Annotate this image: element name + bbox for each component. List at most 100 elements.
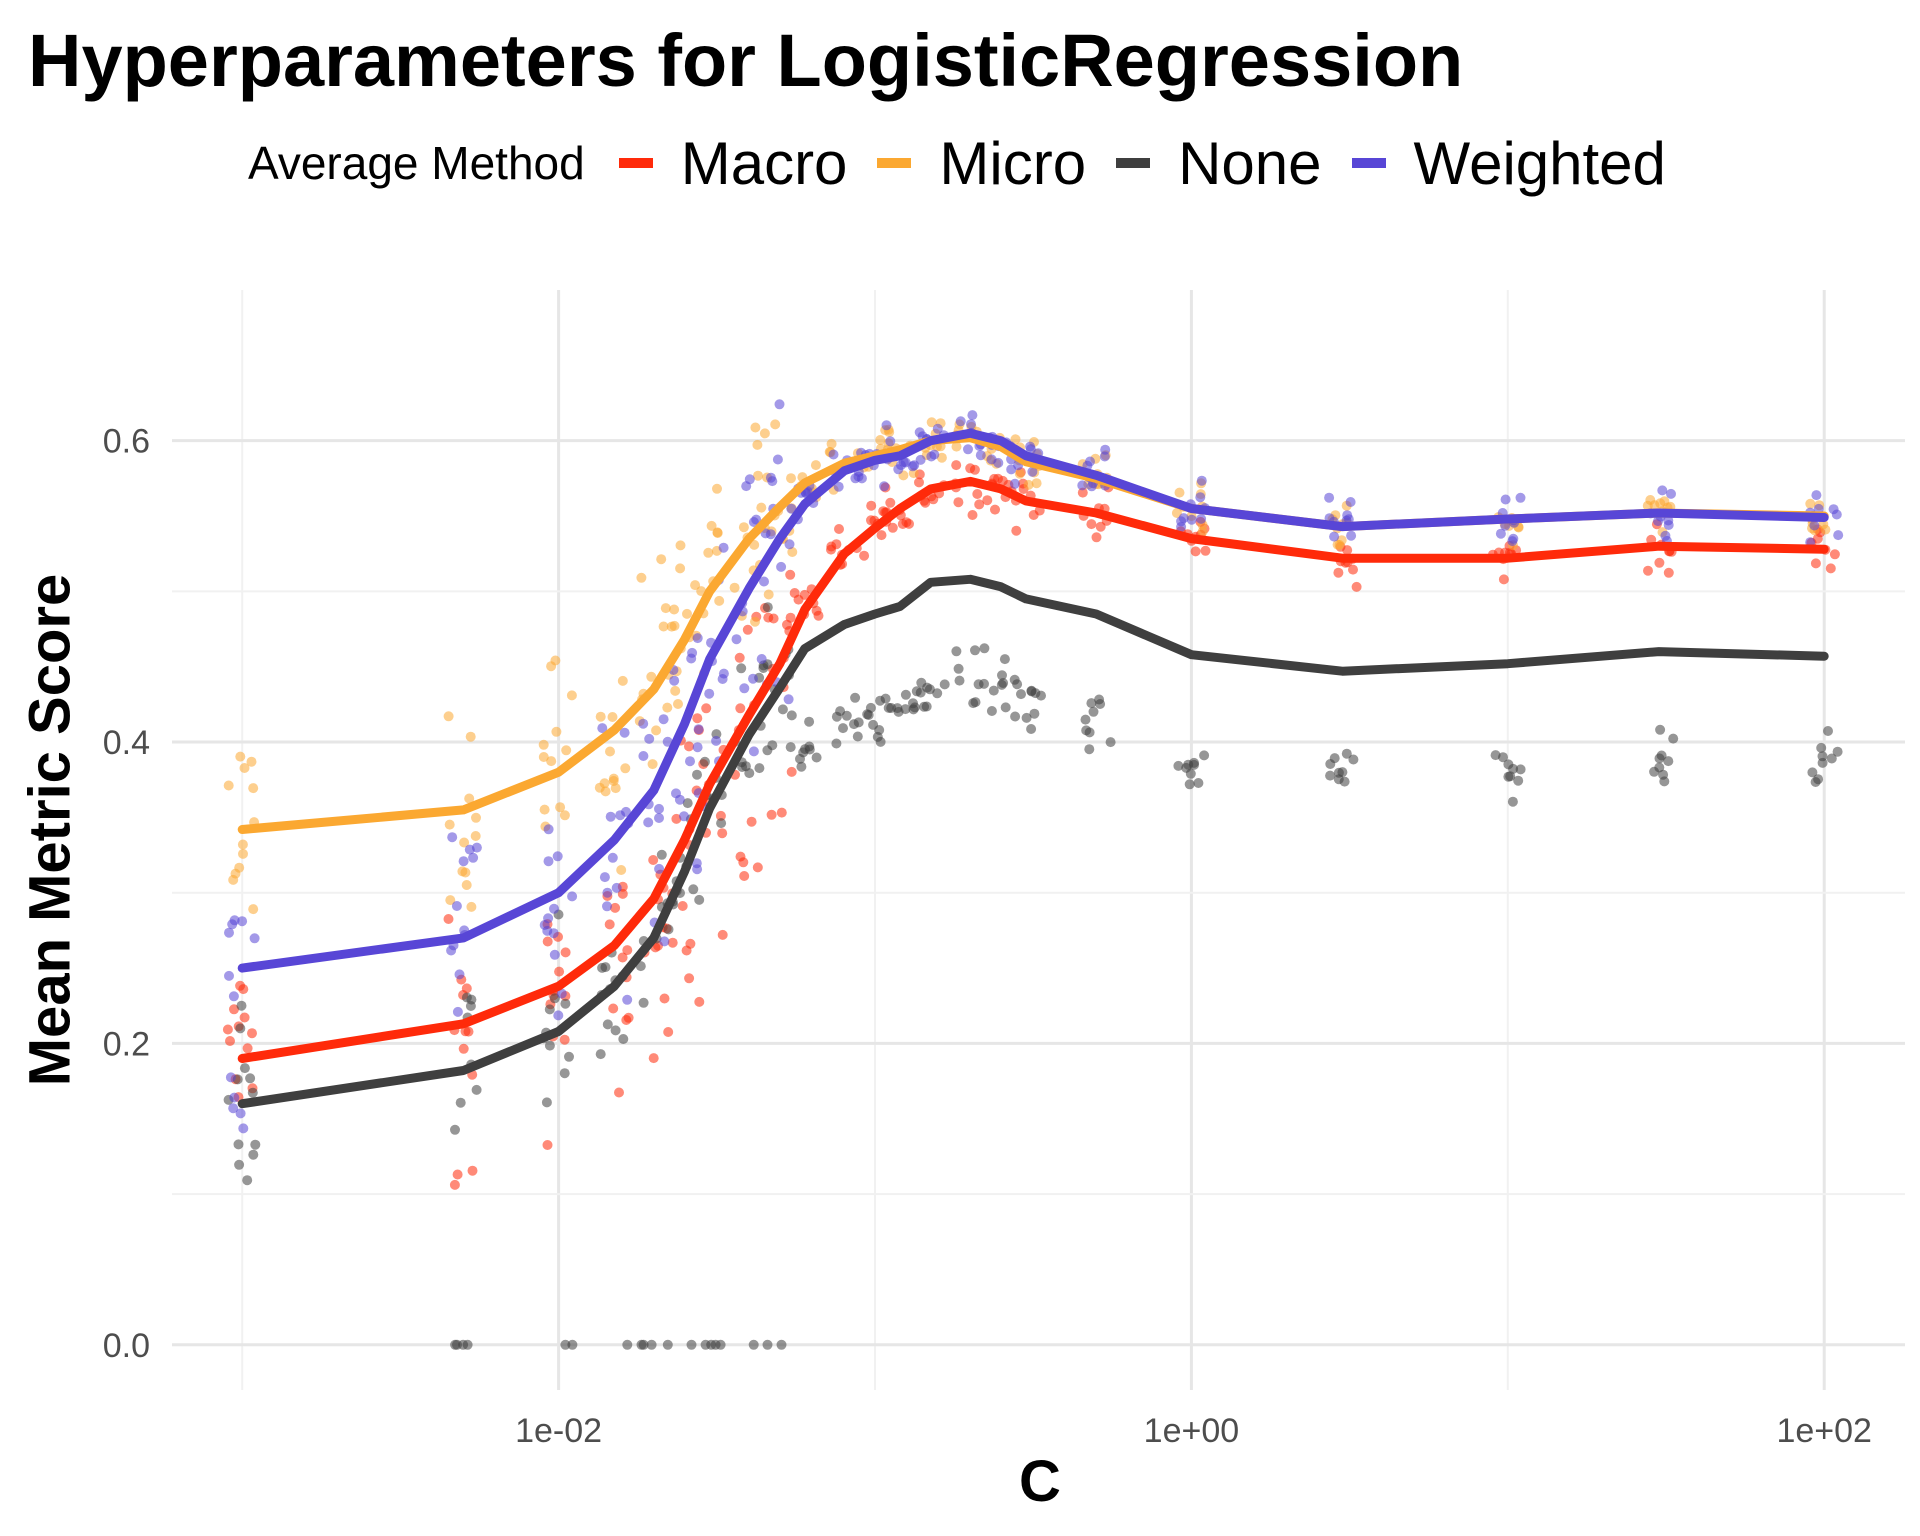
scatter-point-macro <box>1351 581 1362 592</box>
scatter-point-weighted <box>654 813 664 823</box>
scatter-point-micro <box>1805 498 1816 509</box>
scatter-point-micro <box>759 428 770 439</box>
scatter-point-macro <box>617 888 628 899</box>
scatter-point-none <box>1084 744 1095 755</box>
legend-key-macro <box>618 158 653 168</box>
scatter-point-none <box>1185 768 1196 779</box>
scatter-point-micro <box>712 483 722 494</box>
scatter-point-macro <box>887 522 898 533</box>
scatter-point-micro <box>647 759 658 770</box>
legend-key-micro <box>877 158 912 168</box>
scatter-point-macro <box>1086 519 1097 530</box>
scatter-point-weighted <box>1809 520 1820 531</box>
scatter-point-micro <box>470 831 481 841</box>
scatter-point-macro <box>663 1027 674 1037</box>
scatter-point-none <box>1094 694 1105 705</box>
scatter-point-macro <box>667 937 678 948</box>
scatter-point-none <box>849 719 859 730</box>
scatter-point-macro <box>763 612 774 623</box>
scatter-point-none <box>450 1124 460 1135</box>
scatter-point-micro <box>729 582 740 593</box>
scatter-point-macro <box>811 605 822 616</box>
scatter-point-weighted <box>228 991 239 1002</box>
scatter-point-weighted <box>597 723 608 734</box>
scatter-point-weighted <box>885 436 896 447</box>
scatter-point-weighted <box>654 863 665 874</box>
scatter-point-none <box>1513 775 1524 786</box>
scatter-point-weighted <box>225 1072 236 1083</box>
scatter-point-macro <box>1825 563 1836 574</box>
scatter-point-micro <box>471 812 481 823</box>
scatter-point-macro <box>799 589 810 600</box>
scatter-point-weighted <box>1195 492 1206 503</box>
y-axis-title: Mean Metric Score <box>17 573 83 1087</box>
scatter-point-weighted <box>879 481 890 492</box>
scatter-point-micro <box>616 865 627 875</box>
scatter-point-macro <box>1333 567 1344 578</box>
scatter-point-macro <box>953 497 964 508</box>
scatter-point-none <box>1325 770 1336 781</box>
scatter-point-micro <box>459 837 470 848</box>
scatter-point-micro <box>669 620 680 631</box>
scatter-point-weighted <box>1828 504 1839 515</box>
scatter-point-weighted <box>1099 451 1110 462</box>
scatter-point-weighted <box>237 916 248 927</box>
scatter-point-none <box>954 675 965 686</box>
scatter-point-macro <box>859 550 870 561</box>
scatter-point-micro <box>690 580 701 591</box>
legend: Average Method Macro Micro None Weighted <box>248 128 1696 198</box>
scatter-point-macro <box>622 945 633 956</box>
scatter-point-none <box>600 962 611 973</box>
scatter-point-micro <box>1010 434 1021 445</box>
scatter-point-macro <box>229 1004 239 1015</box>
scatter-point-none <box>239 1063 250 1074</box>
scatter-point-micro <box>238 848 248 859</box>
scatter-point-weighted <box>1495 528 1506 539</box>
scatter-point-macro <box>1095 521 1106 532</box>
scatter-point-none <box>1329 753 1340 764</box>
scatter-point-none <box>455 1097 466 1108</box>
scatter-point-micro <box>248 783 259 794</box>
scatter-point-weighted <box>1196 475 1207 486</box>
scatter-point-none <box>970 645 980 656</box>
scatter-point-macro <box>785 569 796 580</box>
legend-item-none: None <box>1116 129 1322 198</box>
scatter-point-none <box>762 1339 773 1350</box>
scatter-point-none <box>916 677 927 688</box>
legend-item-weighted: Weighted <box>1351 129 1666 198</box>
scatter-point-none <box>610 1025 621 1036</box>
legend-label-weighted: Weighted <box>1413 129 1666 197</box>
scatter-point-micro <box>1174 487 1185 498</box>
scatter-point-weighted <box>963 444 973 455</box>
scatter-point-none <box>1012 679 1023 690</box>
scatter-point-micro <box>660 603 671 614</box>
scatter-point-micro <box>738 522 749 533</box>
scatter-point-weighted <box>446 945 457 956</box>
scatter-point-none <box>886 703 897 713</box>
scatter-point-none <box>1084 727 1095 738</box>
scatter-point-none <box>1189 757 1199 768</box>
scatter-point-micro <box>559 810 570 821</box>
scatter-point-weighted <box>1025 441 1036 452</box>
scatter-point-none <box>567 1339 578 1350</box>
scatter-point-none <box>636 1339 647 1350</box>
scatter-point-weighted <box>1657 485 1668 496</box>
scatter-point-macro <box>443 914 454 924</box>
scatter-point-weighted <box>828 449 839 460</box>
scatter-point-macro <box>972 489 983 499</box>
scatter-point-weighted <box>556 988 567 999</box>
scatter-point-macro <box>610 902 621 913</box>
scatter-point-none <box>909 702 920 713</box>
scatter-point-weighted <box>1660 530 1671 541</box>
scatter-point-none <box>1823 726 1833 736</box>
scatter-point-weighted <box>774 399 785 410</box>
scatter-point-none <box>951 646 962 657</box>
scatter-point-none <box>544 1040 555 1051</box>
scatter-point-macro <box>239 1012 250 1023</box>
scatter-point-none <box>1026 724 1037 734</box>
scatter-point-weighted <box>739 683 750 694</box>
legend-key-weighted <box>1351 158 1386 168</box>
scatter-point-micro <box>230 868 241 879</box>
scatter-point-weighted <box>1006 464 1017 475</box>
scatter-point-none <box>1029 708 1040 719</box>
